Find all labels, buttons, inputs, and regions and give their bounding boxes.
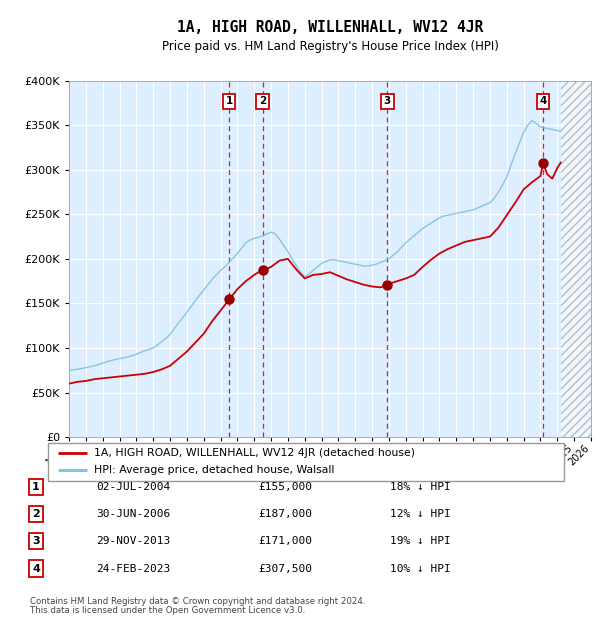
Text: 10% ↓ HPI: 10% ↓ HPI [390, 564, 451, 574]
Text: 3: 3 [384, 96, 391, 106]
Text: £307,500: £307,500 [258, 564, 312, 574]
Text: 4: 4 [539, 96, 547, 106]
Text: £155,000: £155,000 [258, 482, 312, 492]
Text: 4: 4 [32, 564, 40, 574]
Bar [560, 81, 591, 437]
Bar [560, 81, 591, 437]
Text: 12% ↓ HPI: 12% ↓ HPI [390, 509, 451, 519]
Text: 2: 2 [259, 96, 266, 106]
Text: 18% ↓ HPI: 18% ↓ HPI [390, 482, 451, 492]
Text: Contains HM Land Registry data © Crown copyright and database right 2024.: Contains HM Land Registry data © Crown c… [30, 597, 365, 606]
Text: 3: 3 [32, 536, 40, 546]
Text: 24-FEB-2023: 24-FEB-2023 [96, 564, 170, 574]
Text: HPI: Average price, detached house, Walsall: HPI: Average price, detached house, Wals… [94, 466, 335, 476]
Text: 30-JUN-2006: 30-JUN-2006 [96, 509, 170, 519]
Text: 19% ↓ HPI: 19% ↓ HPI [390, 536, 451, 546]
Text: 1: 1 [226, 96, 233, 106]
Text: Price paid vs. HM Land Registry's House Price Index (HPI): Price paid vs. HM Land Registry's House … [161, 40, 499, 53]
Text: This data is licensed under the Open Government Licence v3.0.: This data is licensed under the Open Gov… [30, 606, 305, 615]
Text: 1A, HIGH ROAD, WILLENHALL, WV12 4JR: 1A, HIGH ROAD, WILLENHALL, WV12 4JR [177, 20, 483, 35]
Text: 2: 2 [32, 509, 40, 519]
Text: £187,000: £187,000 [258, 509, 312, 519]
Text: 1A, HIGH ROAD, WILLENHALL, WV12 4JR (detached house): 1A, HIGH ROAD, WILLENHALL, WV12 4JR (det… [94, 448, 415, 458]
Text: 1: 1 [32, 482, 40, 492]
Text: 29-NOV-2013: 29-NOV-2013 [96, 536, 170, 546]
Text: 02-JUL-2004: 02-JUL-2004 [96, 482, 170, 492]
Text: £171,000: £171,000 [258, 536, 312, 546]
